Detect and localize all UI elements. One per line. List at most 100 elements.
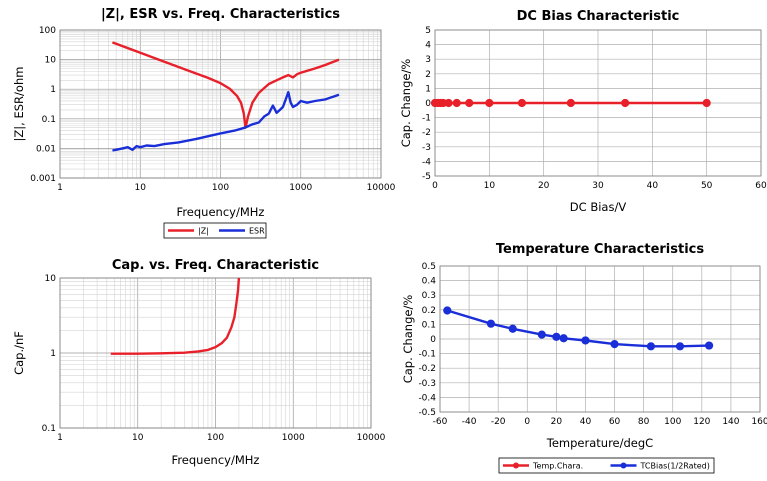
- y-axis-label: |Z|, ESR/ohm: [12, 67, 26, 142]
- x-tick-label: 160: [751, 417, 767, 427]
- y-tick-label: -0.2: [418, 364, 436, 374]
- y-tick-label: 0.1: [42, 115, 56, 125]
- y-tick-label: 1: [425, 84, 431, 94]
- series-line-0-1: [112, 90, 340, 152]
- plot-frame-3: [439, 265, 761, 413]
- x-tick-label: -40: [462, 417, 477, 427]
- y-tick-label: -3: [422, 143, 431, 153]
- grid-0: [59, 29, 382, 179]
- x-tick-label: 10: [135, 183, 147, 193]
- y-tick-label: 5: [425, 26, 431, 36]
- x-tick-label: 0: [432, 181, 438, 191]
- data-point: [465, 98, 474, 108]
- y-tick-label: -2: [422, 128, 431, 138]
- x-tick-label: -60: [433, 417, 448, 427]
- x-tick-label: 20: [551, 417, 563, 427]
- series-line-2-0: [110, 277, 241, 355]
- y-tick-label: 0.5: [422, 262, 436, 272]
- y-tick-label: 0.4: [422, 277, 437, 287]
- x-tick-label: 10000: [357, 433, 386, 443]
- x-tick-label: 140: [722, 417, 739, 427]
- legend-marker: [513, 462, 519, 469]
- data-point: [702, 98, 711, 108]
- x-axis-label: Temperature/degC: [546, 436, 653, 450]
- y-tick-label: -0.5: [418, 408, 436, 418]
- y-axis-label: Cap. Change/%: [401, 295, 415, 384]
- x-tick-label: 60: [755, 181, 767, 191]
- y-tick-label: 10: [45, 274, 57, 284]
- x-tick-label: 100: [207, 433, 224, 443]
- data-point: [581, 336, 590, 345]
- data-point: [443, 306, 452, 315]
- y-tick-label: 0.1: [422, 320, 436, 330]
- x-tick-label: 40: [580, 417, 592, 427]
- y-tick-label: 100: [39, 26, 56, 36]
- y-tick-label: 1: [50, 85, 56, 95]
- legend-marker: [620, 462, 627, 469]
- x-tick-label: 100: [212, 183, 229, 193]
- grid-2: [59, 277, 372, 429]
- x-tick-label: 1: [57, 433, 63, 443]
- y-tick-label: 2: [425, 70, 431, 80]
- x-tick-label: 30: [592, 181, 604, 191]
- x-tick-label: 120: [693, 417, 710, 427]
- data-point: [552, 332, 561, 341]
- x-tick-label: 20: [538, 181, 550, 191]
- data-point: [566, 98, 575, 108]
- y-tick-label: 4: [425, 41, 431, 51]
- data-point: [621, 98, 630, 108]
- y-tick-label: -1: [422, 114, 431, 124]
- y-tick-label: 10: [45, 56, 57, 66]
- y-axis-label: Cap./nF: [12, 331, 26, 375]
- data-point: [610, 340, 619, 349]
- y-tick-label: 1: [50, 349, 56, 359]
- chart-title: |Z|, ESR vs. Freq. Characteristics: [101, 7, 340, 22]
- data-point: [646, 342, 656, 351]
- plot-frame-2: [59, 277, 372, 429]
- x-tick-label: -20: [491, 417, 506, 427]
- data-point: [675, 342, 685, 351]
- x-tick-label: 10: [484, 181, 496, 191]
- y-tick-label: 0: [425, 99, 431, 109]
- x-tick-label: 0: [524, 417, 530, 427]
- y-tick-label: 3: [425, 55, 431, 65]
- x-tick-label: 100: [664, 417, 681, 427]
- y-tick-label: -0.3: [418, 379, 436, 389]
- y-tick-label: 0.001: [30, 174, 56, 184]
- legend-label: |Z|: [198, 227, 209, 236]
- y-tick-label: -4: [422, 157, 431, 167]
- y-tick-label: 0.2: [422, 306, 436, 316]
- data-point: [537, 330, 546, 339]
- x-axis-label: Frequency/MHz: [177, 205, 265, 219]
- legend-box: [163, 222, 267, 239]
- data-point: [704, 341, 714, 350]
- x-tick-label: 1000: [289, 183, 312, 193]
- y-tick-label: 0.01: [36, 144, 56, 154]
- plot-frame-0: [59, 29, 382, 179]
- x-tick-label: 1: [57, 183, 63, 193]
- y-tick-label: -0.4: [418, 393, 436, 403]
- legend-box: [498, 457, 715, 474]
- legend-label: Temp.Chara.: [532, 462, 583, 471]
- x-tick-label: 10: [132, 433, 144, 443]
- y-tick-label: 0: [430, 335, 436, 345]
- legend-3: Temp.Chara. TCBias(1/2Rated): [498, 457, 715, 474]
- x-tick-label: 40: [647, 181, 659, 191]
- data-point: [508, 324, 517, 333]
- data-point: [485, 98, 494, 108]
- data-point: [452, 98, 461, 108]
- data-point: [517, 98, 527, 108]
- series-line-0-0: [111, 41, 340, 129]
- data-point: [559, 334, 568, 343]
- x-tick-label: 50: [701, 181, 713, 191]
- legend-0: |Z| ESR: [163, 222, 267, 239]
- x-tick-label: 60: [609, 417, 621, 427]
- y-tick-label: 0.1: [42, 424, 56, 434]
- x-axis-label: DC Bias/V: [570, 200, 627, 214]
- chart-title: Temperature Characteristics: [496, 242, 705, 257]
- x-tick-label: 10000: [367, 183, 396, 193]
- chart-title: Cap. vs. Freq. Characteristic: [112, 258, 319, 273]
- y-tick-label: 0.3: [422, 291, 436, 301]
- y-axis-label: Cap. Change/%: [399, 59, 413, 148]
